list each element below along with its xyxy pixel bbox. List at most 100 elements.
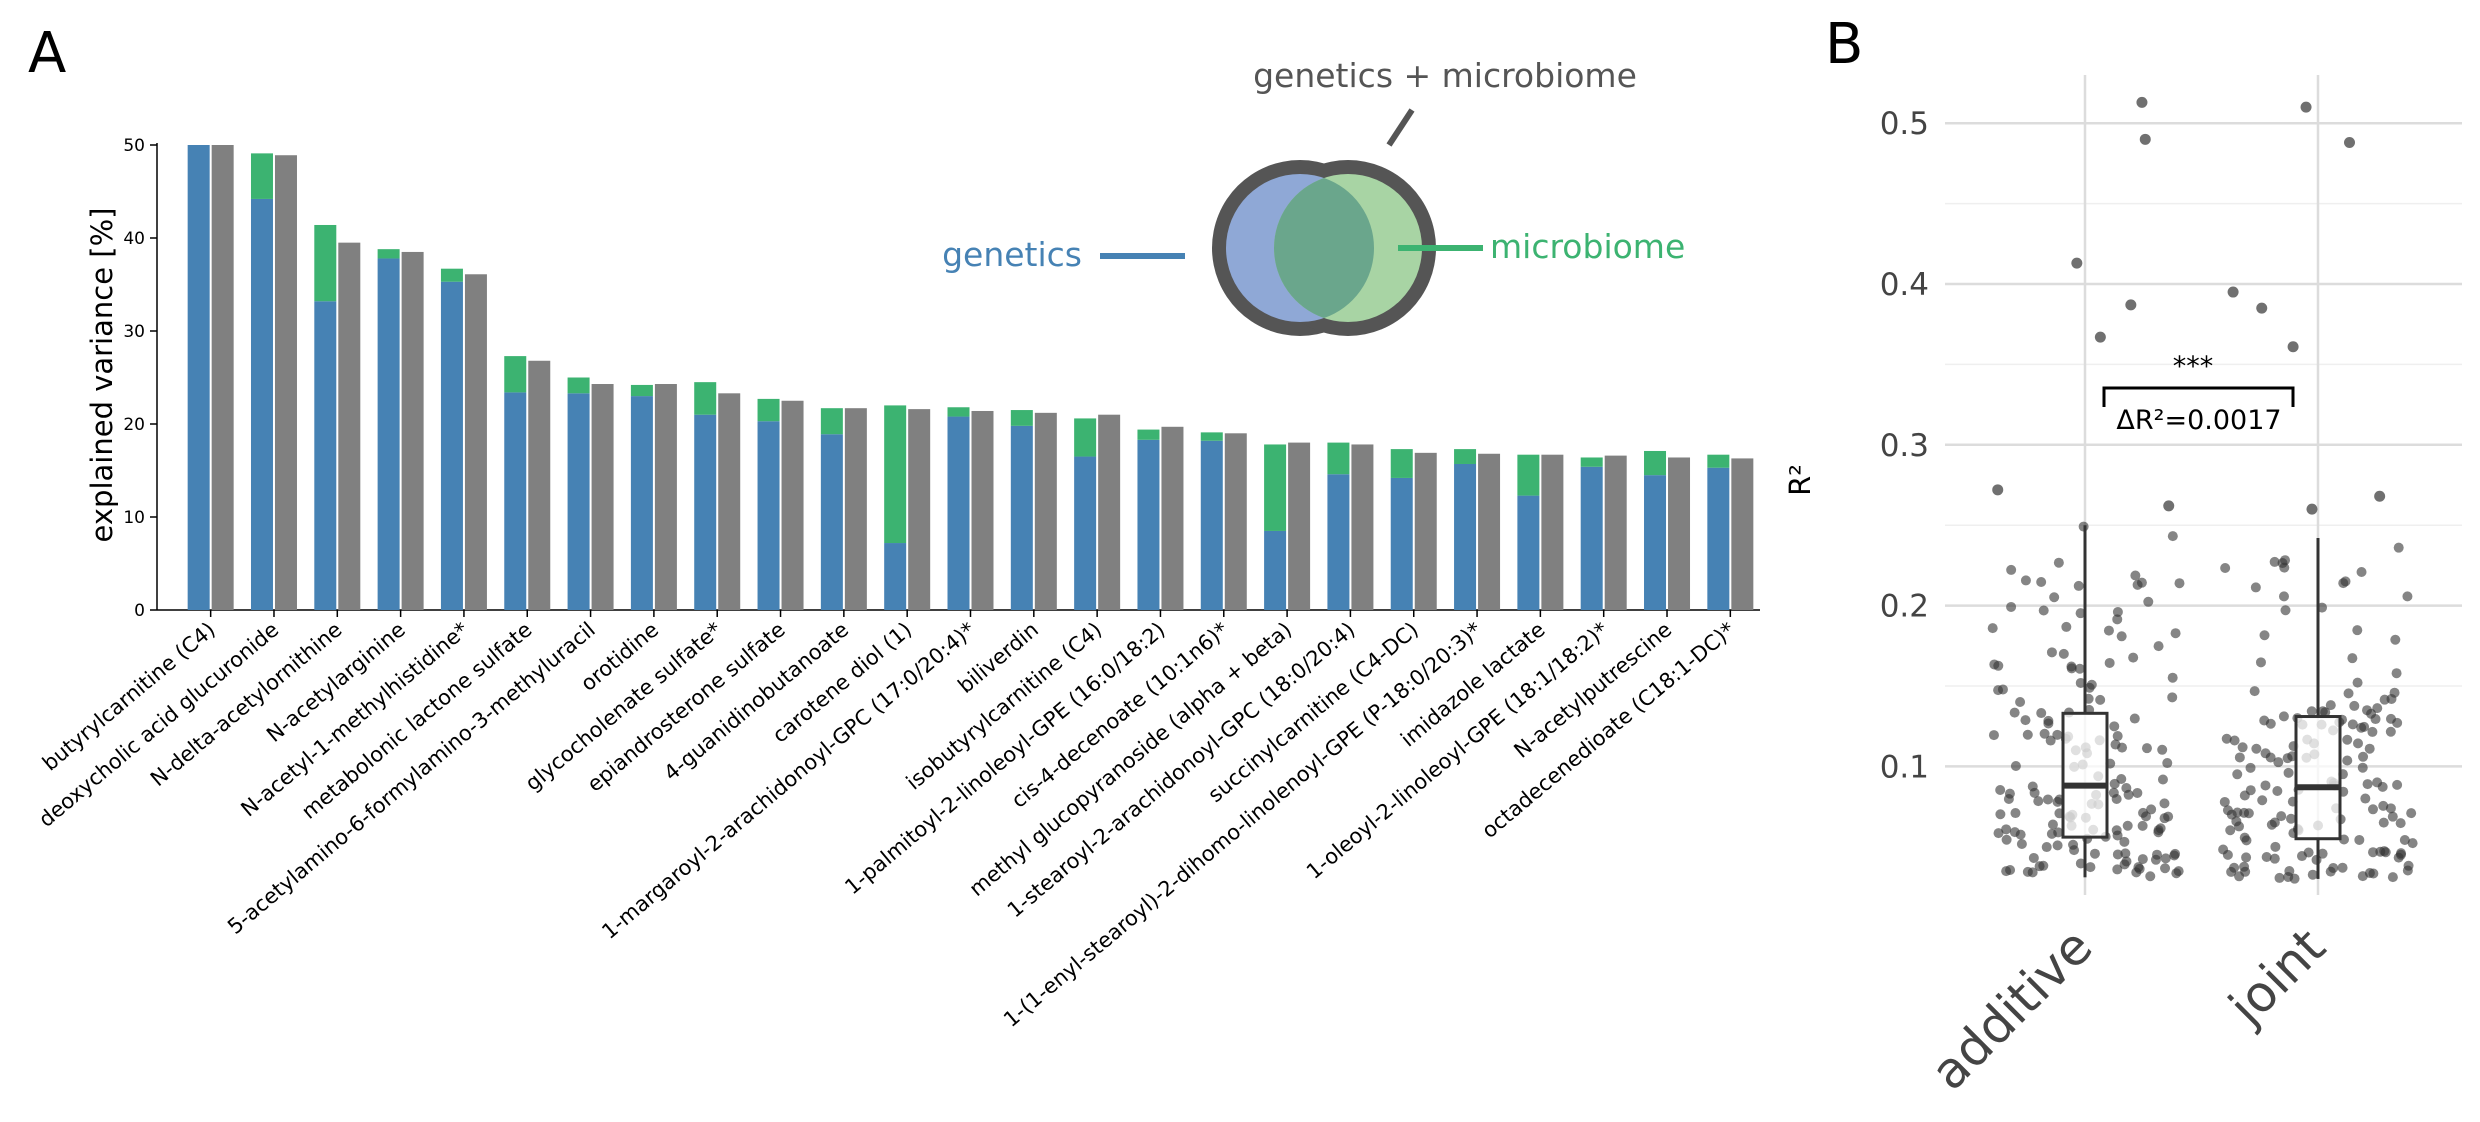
bar-microbiome: [1327, 442, 1350, 475]
data-point: [2385, 726, 2396, 737]
data-point: [2159, 798, 2170, 809]
data-point: [2103, 625, 2114, 636]
data-point: [2043, 715, 2054, 726]
data-point: [2220, 563, 2231, 574]
data-point: [2237, 742, 2248, 753]
bar-genetics: [1137, 439, 1160, 610]
data-point: [2307, 869, 2318, 880]
data-point: [2003, 794, 2014, 805]
data-point: [2283, 767, 2294, 778]
data-point: [2354, 834, 2365, 845]
bar-microbiome: [947, 407, 970, 417]
data-point: [2239, 807, 2250, 818]
data-point: [2342, 734, 2353, 745]
bar-joint: [528, 360, 551, 610]
data-point: [2356, 566, 2367, 577]
data-point: [2347, 719, 2358, 730]
data-point: [2163, 811, 2174, 822]
data-point: [2129, 713, 2140, 724]
data-point: [2020, 575, 2031, 586]
bar-joint: [1351, 444, 1374, 610]
outlier-point: [1992, 484, 2004, 496]
outlier-point: [2139, 133, 2151, 145]
data-point: [2009, 707, 2020, 718]
data-point: [2347, 653, 2358, 664]
panel-a-y-tick-label: 10: [123, 508, 145, 528]
data-point: [2399, 834, 2410, 845]
data-point: [2119, 836, 2130, 847]
data-point: [2407, 838, 2418, 849]
bar-microbiome: [757, 398, 780, 422]
data-point: [2387, 811, 2398, 822]
data-point: [2387, 872, 2398, 883]
bar-microbiome: [1200, 432, 1223, 441]
bar-joint: [1224, 433, 1247, 610]
data-point: [2265, 718, 2276, 729]
data-point: [2367, 804, 2378, 815]
box: [2294, 715, 2342, 841]
bar-genetics: [1200, 440, 1223, 610]
data-point: [2151, 849, 2162, 860]
data-point: [1993, 660, 2004, 671]
data-point: [2276, 811, 2287, 822]
bar-genetics: [187, 145, 210, 610]
bar-genetics: [1517, 495, 1540, 610]
data-point: [2167, 672, 2178, 683]
outlier-point: [2306, 503, 2318, 515]
panel-b-letter: B: [1825, 12, 1863, 77]
bar-microbiome: [567, 377, 590, 394]
data-point: [2402, 591, 2413, 602]
bar-genetics: [1580, 466, 1603, 610]
data-point: [2240, 866, 2251, 877]
panel-a-y-axis-label: explained variance [%]: [85, 208, 119, 543]
data-point: [2378, 817, 2389, 828]
bar-genetics: [820, 434, 843, 610]
data-point: [2155, 823, 2166, 834]
data-point: [2112, 614, 2123, 625]
data-point: [2006, 564, 2017, 575]
data-point: [1993, 828, 2004, 839]
bar-joint: [1098, 414, 1121, 610]
data-point: [2245, 785, 2256, 796]
bar-joint: [1288, 442, 1311, 610]
data-point: [2074, 663, 2085, 674]
data-point: [1995, 784, 2006, 795]
data-point: [2269, 556, 2280, 567]
significance-stars: ***: [2173, 351, 2214, 382]
data-point: [2245, 762, 2256, 773]
data-point: [2278, 711, 2289, 722]
data-point: [2343, 688, 2354, 699]
bar-microbiome: [1707, 454, 1730, 468]
data-point: [2073, 580, 2084, 591]
panel-a-y-tick-label: 50: [123, 136, 145, 156]
data-point: [2261, 851, 2272, 862]
panel-a-y-tick-label: 20: [123, 415, 145, 435]
data-point: [2116, 631, 2127, 642]
data-point: [2390, 634, 2401, 645]
outlier-point: [2136, 96, 2148, 108]
bar-joint: [1478, 453, 1501, 610]
bar-joint: [654, 384, 677, 610]
bar-microbiome: [1454, 449, 1477, 464]
data-point: [2145, 871, 2156, 882]
data-point: [2049, 592, 2060, 603]
data-point: [2174, 578, 2185, 589]
outlier-point: [2071, 257, 2083, 269]
data-point: [2137, 854, 2148, 865]
legend-genetics-label: genetics: [942, 235, 1082, 274]
data-point: [2328, 862, 2339, 873]
data-point: [2340, 576, 2351, 587]
data-point: [2130, 570, 2141, 581]
outlier-point: [2094, 331, 2106, 343]
data-point: [2280, 605, 2291, 616]
bar-joint: [1541, 454, 1564, 610]
panel-b-y-tick-label: 0.1: [1880, 749, 1929, 785]
data-point: [2085, 862, 2096, 873]
data-point: [2356, 722, 2367, 733]
panel-a-y-tick-label: 40: [123, 229, 145, 249]
bar-joint: [464, 274, 487, 610]
panel-a-letter: A: [28, 21, 66, 86]
outlier-point: [2227, 286, 2239, 298]
bar-genetics: [567, 393, 590, 610]
data-point: [2132, 787, 2143, 798]
